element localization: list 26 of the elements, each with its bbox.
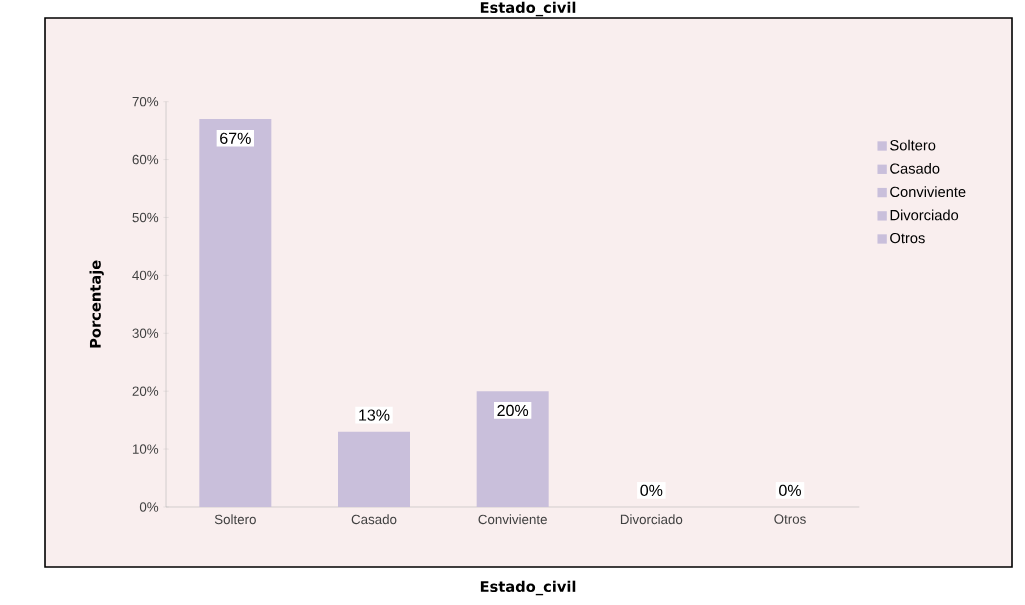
y-tick-label: 0%	[139, 502, 159, 512]
data-label: 67%	[220, 132, 251, 144]
x-tick-label: Otros	[774, 514, 806, 524]
y-tick-label: 70%	[132, 96, 159, 107]
y-tick-label: 50%	[132, 212, 159, 223]
legend-label: Divorciado	[890, 209, 959, 221]
x-tick-label: Divorciado	[620, 514, 683, 525]
y-tick-label: 30%	[132, 328, 159, 338]
data-label: 0%	[640, 484, 663, 497]
x-tick-label: Conviviente	[478, 514, 547, 525]
data-label: 0%	[779, 484, 801, 497]
x-axis-title: Estado_civil	[480, 580, 576, 596]
chart-title: Estado_civil	[480, 1, 576, 17]
y-tick-label: 60%	[132, 154, 159, 165]
x-tick-label: Soltero	[214, 514, 256, 525]
data-label: 13%	[359, 409, 390, 421]
legend-label: Casado	[890, 162, 940, 174]
x-tick-label: Casado	[351, 514, 397, 525]
y-axis-title: Porcentaje	[89, 260, 104, 348]
y-tick-label: 20%	[132, 386, 159, 396]
y-tick-label: 40%	[132, 270, 159, 281]
legend-label: Otros	[890, 232, 925, 244]
data-label: 20%	[497, 404, 529, 417]
y-tick-label: 10%	[132, 444, 159, 454]
legend-label: Conviviente	[890, 186, 966, 198]
legend-label: Soltero	[890, 139, 936, 151]
